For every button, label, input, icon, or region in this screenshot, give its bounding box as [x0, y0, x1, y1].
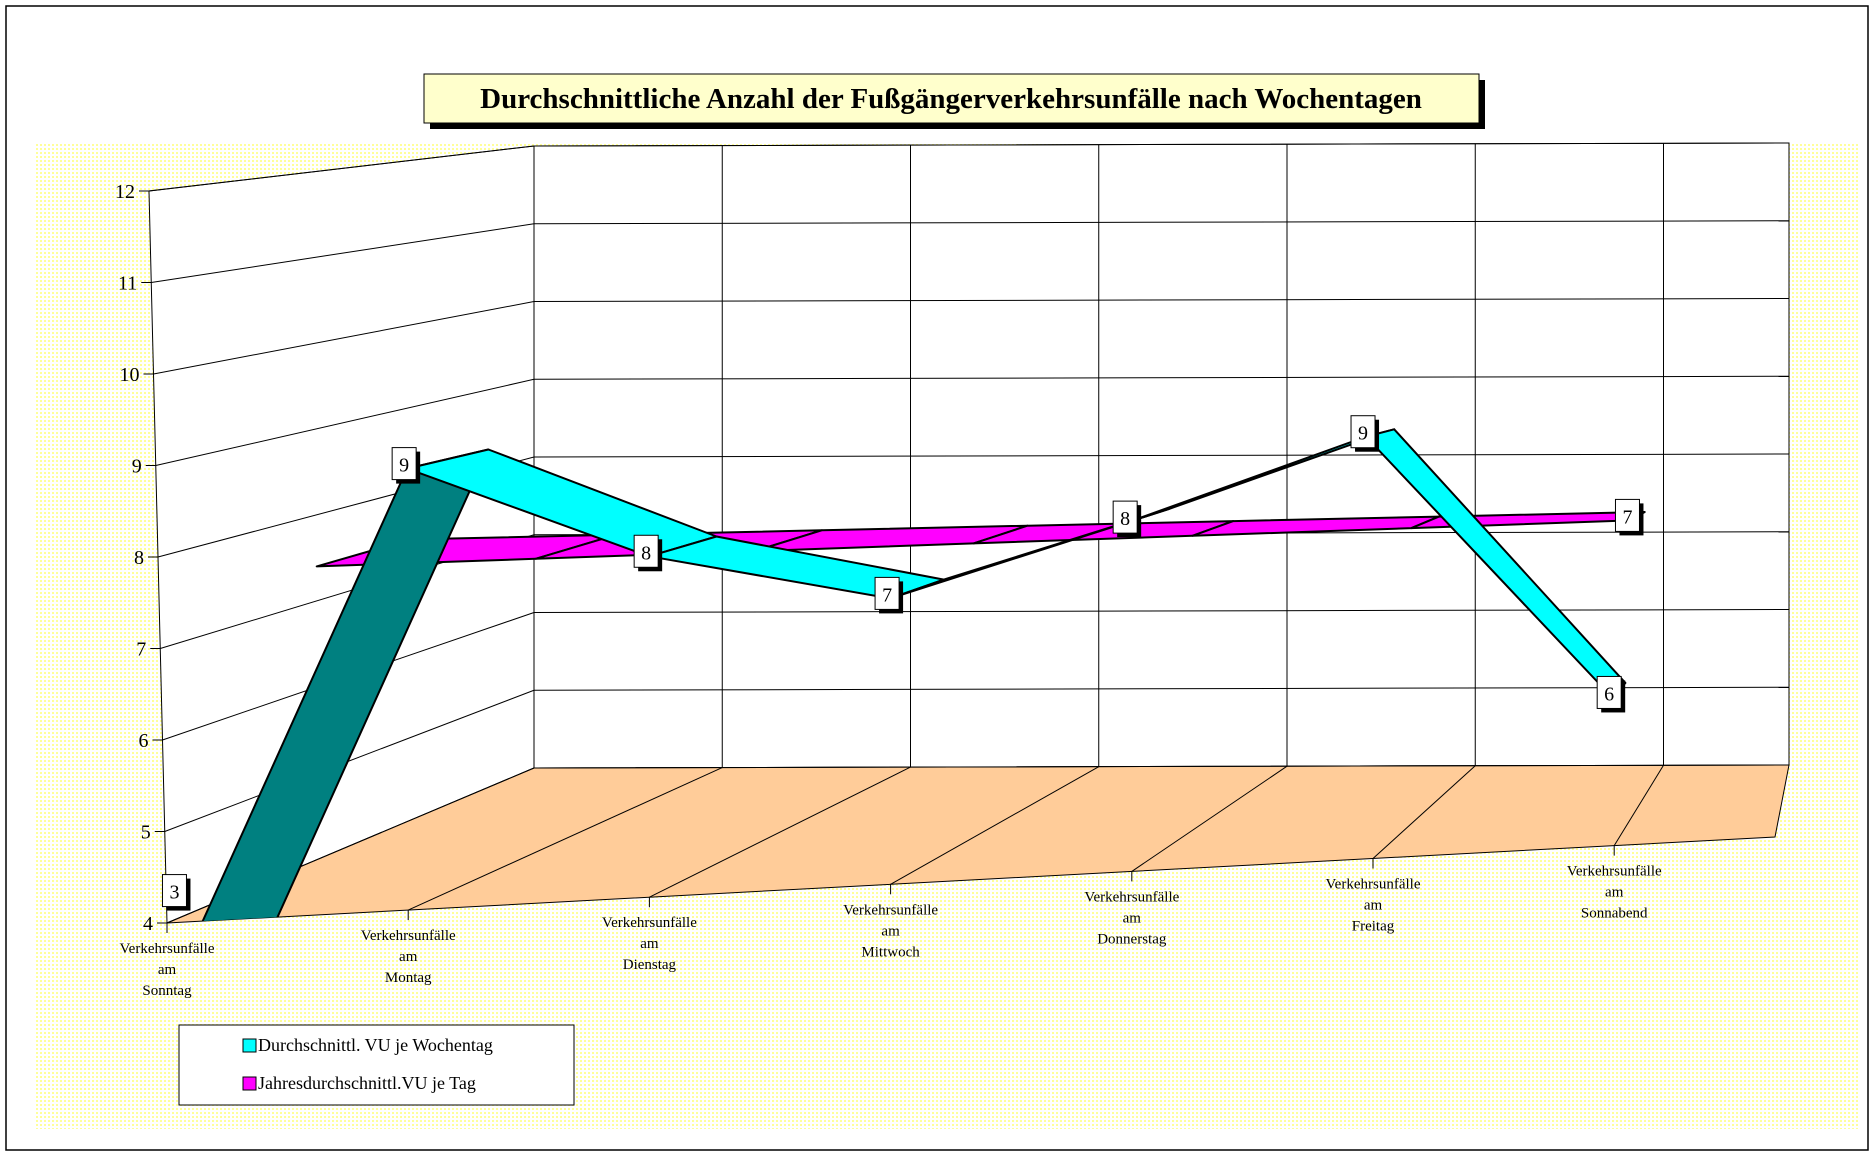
ribbon-segment [1365, 428, 1627, 699]
grid-line [533, 142, 1790, 147]
data-label: 6 [1604, 683, 1614, 705]
y-tick-label: 10 [120, 364, 140, 386]
data-label: 8 [641, 542, 651, 564]
y-tick-label: 5 [141, 822, 151, 844]
label-box [161, 874, 187, 908]
data-label: 8 [1120, 508, 1130, 530]
series [178, 428, 1627, 923]
grid-line [153, 301, 535, 375]
x-tick-label: Verkehrsunfälle am Montag [361, 928, 456, 986]
y-tick-label: 11 [118, 273, 137, 295]
grid-line [148, 145, 535, 192]
data-label: 3 [169, 882, 179, 904]
data-label: 9 [399, 455, 409, 477]
legend-label: Jahresdurchschnittl.VU je Tag [258, 1073, 476, 1093]
grid-line [533, 609, 1790, 613]
floor-line [1372, 765, 1476, 859]
grid-line [533, 298, 1790, 302]
x-tick-label: Verkehrsunfälle am Sonntag [120, 941, 215, 999]
grid-line [533, 375, 1790, 380]
label-box [874, 576, 900, 610]
label-box [1596, 675, 1622, 709]
label-box [633, 534, 659, 568]
grid-line [164, 689, 535, 832]
data-label: 7 [882, 584, 892, 606]
label-box [1350, 415, 1376, 449]
legend-swatch [242, 1076, 257, 1091]
floor-line [1131, 765, 1288, 872]
data-label: 7 [1622, 506, 1632, 528]
y-tick-label: 6 [139, 730, 149, 752]
floor-line [890, 766, 1099, 885]
plot: 4 5 6 7 8 9 10 11 12 Verkehrsunfälle am Sonntag Verk… [115, 142, 1790, 1106]
legend-label: Durchschnittl. VU je Wochentag [258, 1035, 493, 1055]
y-tick-label: 7 [136, 639, 146, 661]
label-box [1112, 500, 1138, 534]
y-tick-label: 4 [143, 913, 153, 935]
grid-line [155, 378, 535, 466]
grid-line [533, 220, 1790, 225]
label-box [391, 447, 417, 481]
legend-swatch [242, 1038, 257, 1053]
label-box [1614, 498, 1640, 532]
y-tick-label: 12 [115, 181, 135, 203]
x-tick-label: Verkehrsunfälle am Dienstag [602, 915, 697, 973]
grid-line [533, 764, 1790, 769]
floor-line [1613, 765, 1664, 846]
title-box [423, 73, 1480, 124]
floor-line [407, 767, 723, 911]
grid-line [533, 453, 1790, 458]
y-tick-label: 8 [134, 547, 144, 569]
data-label: 9 [1358, 423, 1368, 445]
x-tick-label: Verkehrsunfälle am Donnerstag [1084, 889, 1179, 947]
grid-line [533, 686, 1790, 691]
y-tick-label: 9 [132, 456, 142, 478]
floor-line [649, 766, 911, 898]
legend-box [178, 1024, 575, 1106]
chart-title: Durchschnittliche Anzahl der Fußgängerve… [480, 83, 1422, 115]
x-tick-label: Verkehrsunfälle am Sonnabend [1567, 864, 1662, 922]
x-tick-label: Verkehrsunfälle am Mittwoch [843, 902, 938, 960]
grid-line [151, 223, 535, 283]
x-tick-label: Verkehrsunfälle am Freitag [1326, 877, 1421, 935]
